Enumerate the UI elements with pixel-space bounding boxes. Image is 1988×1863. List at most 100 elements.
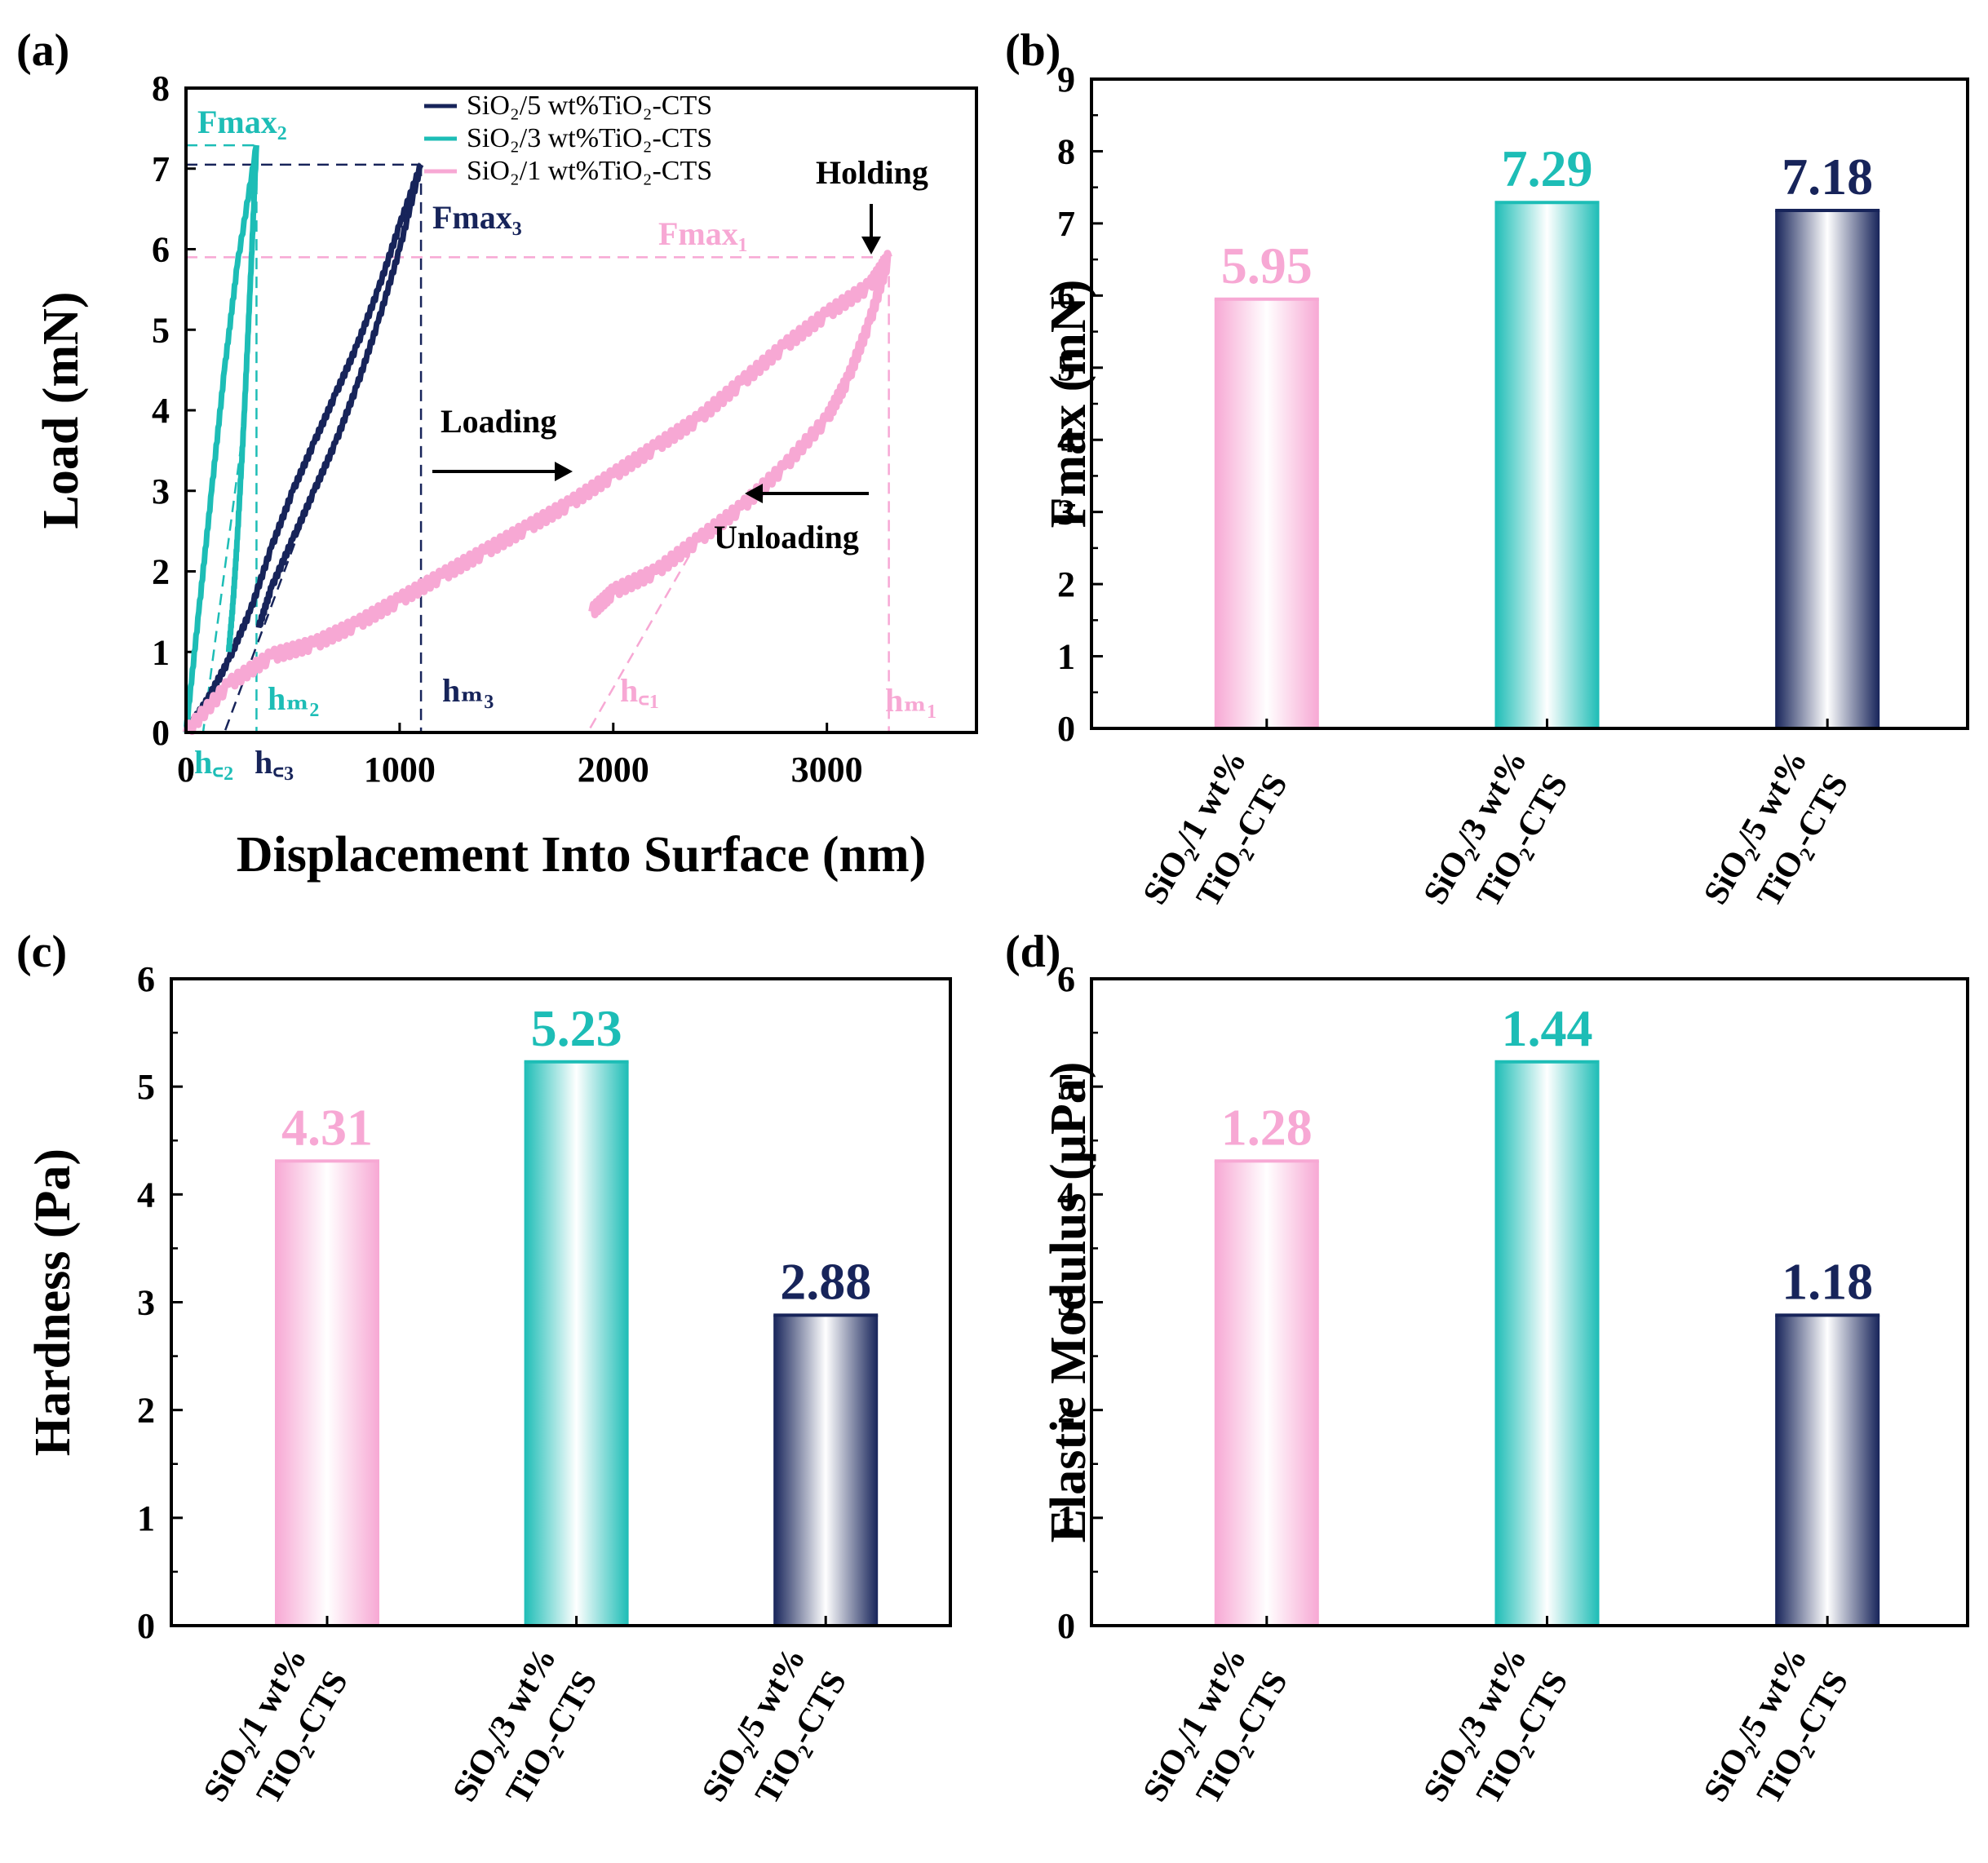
a-annotation-hc2: h꜀₂ bbox=[194, 744, 233, 781]
b-y-axis-title: Fmax (mN) bbox=[1041, 280, 1096, 529]
a-series-3-loading-line bbox=[182, 250, 892, 736]
a-series-1-loading-line bbox=[183, 162, 423, 734]
b-ytick-label: 9 bbox=[1057, 60, 1075, 100]
b-bar-2 bbox=[1494, 202, 1600, 729]
c-plot-frame bbox=[170, 977, 952, 1627]
c-category-label: SiO₂/5 wt%TiO₂-CTS bbox=[695, 1641, 854, 1811]
c-bar-value-label: 5.23 bbox=[531, 999, 622, 1057]
a-xtick-label: 3000 bbox=[791, 750, 863, 790]
b-ytick-label: 1 bbox=[1057, 637, 1075, 677]
a-xtick-label: 2000 bbox=[578, 750, 649, 790]
b-bar-3 bbox=[1775, 210, 1880, 729]
c-ytick-label: 6 bbox=[137, 959, 155, 999]
a-ytick-label: 5 bbox=[152, 310, 170, 350]
c-ytick-label: 1 bbox=[137, 1498, 155, 1538]
b-bar-value-label: 7.18 bbox=[1782, 148, 1873, 206]
a-annotation-hc1: h꜀₁ bbox=[620, 672, 659, 709]
a-annotation-hm3: hₘ₃ bbox=[442, 672, 494, 709]
c-ytick-label: 3 bbox=[137, 1283, 155, 1323]
a-legend-entry: SiO₂/1 wt%TiO₂-CTS bbox=[467, 156, 712, 186]
a-series-2-unloading-line bbox=[225, 144, 259, 653]
c-bar-3 bbox=[773, 1315, 879, 1626]
a-annotation-fmax3: Fmax₃ bbox=[432, 199, 522, 236]
d-bar-value-label: 1.28 bbox=[1221, 1098, 1313, 1156]
d-y-axis-title: Elastic Modulus (μPa) bbox=[1041, 1062, 1096, 1543]
a-ytick-label: 3 bbox=[152, 471, 170, 511]
b-ytick-label: 2 bbox=[1057, 564, 1075, 604]
d-category-label: SiO₂/1 wt%TiO₂-CTS bbox=[1136, 1641, 1295, 1811]
c-bar-1 bbox=[275, 1161, 379, 1626]
b-bar-1 bbox=[1214, 299, 1319, 728]
d-bar-1 bbox=[1214, 1161, 1319, 1626]
b-ytick-label: 8 bbox=[1057, 131, 1075, 171]
b-ytick-label: 6 bbox=[1057, 276, 1075, 316]
a-y-axis-title: Load (mN) bbox=[33, 291, 89, 529]
c-bar-2 bbox=[524, 1061, 629, 1626]
a-ytick-label: 4 bbox=[152, 391, 170, 431]
b-ytick-label: 7 bbox=[1057, 204, 1075, 244]
b-category-label: SiO₂/5 wt%TiO₂-CTS bbox=[1697, 744, 1856, 914]
a-annotation-hm2: hₘ₂ bbox=[268, 680, 319, 717]
d-ytick-label: 2 bbox=[1057, 1391, 1075, 1431]
a-xtick-label: 0 bbox=[177, 750, 195, 790]
a-xtick-label: 1000 bbox=[364, 750, 436, 790]
a-annotation-hc3: h꜀₃ bbox=[255, 744, 294, 781]
d-ytick-label: 4 bbox=[1057, 1175, 1075, 1215]
a-unloading-arrow-head bbox=[745, 484, 763, 503]
a-annotation-holding: Holding bbox=[816, 154, 928, 191]
b-plot-frame bbox=[1090, 77, 1969, 730]
b-category-label: SiO₂/3 wt%TiO₂-CTS bbox=[1416, 744, 1575, 914]
b-ytick-label: 0 bbox=[1057, 709, 1075, 749]
d-plot-frame bbox=[1090, 977, 1969, 1627]
d-ytick-label: 6 bbox=[1057, 959, 1075, 999]
a-annotation-fmax1: Fmax₁ bbox=[658, 215, 748, 252]
c-ytick-label: 2 bbox=[137, 1391, 155, 1431]
a-annotation-loading: Loading bbox=[441, 403, 556, 440]
b-ytick-label: 3 bbox=[1057, 493, 1075, 533]
a-loading-arrow-head bbox=[555, 462, 573, 481]
c-ytick-label: 0 bbox=[137, 1606, 155, 1646]
a-legend-entry: SiO₂/3 wt%TiO₂-CTS bbox=[467, 123, 712, 153]
a-ytick-label: 6 bbox=[152, 230, 170, 270]
a-ytick-label: 8 bbox=[152, 69, 170, 108]
d-ytick-label: 5 bbox=[1057, 1067, 1075, 1107]
a-series-3-unloading-line bbox=[588, 252, 892, 618]
b-ytick-label: 4 bbox=[1057, 420, 1075, 460]
c-category-label: SiO₂/1 wt%TiO₂-CTS bbox=[197, 1641, 356, 1811]
a-holding-arrow-head bbox=[861, 237, 881, 254]
a-annotation-unloading: Unloading bbox=[714, 519, 859, 555]
a-series-1-unloading-line bbox=[255, 163, 424, 629]
a-annotation-fmax2: Fmax₂ bbox=[197, 104, 287, 140]
d-bar-value-label: 1.18 bbox=[1782, 1252, 1873, 1310]
d-category-label: SiO₂/5 wt%TiO₂-CTS bbox=[1697, 1641, 1856, 1811]
a-ytick-label: 2 bbox=[152, 552, 170, 592]
b-ytick-label: 5 bbox=[1057, 348, 1075, 388]
d-ytick-label: 3 bbox=[1057, 1283, 1075, 1323]
a-ytick-label: 7 bbox=[152, 149, 170, 189]
a-ytick-label: 0 bbox=[152, 713, 170, 753]
c-y-axis-title: Hardness (Pa) bbox=[25, 1148, 81, 1456]
panel-label-d: (d) bbox=[1005, 927, 1060, 977]
a-legend-entry: SiO₂/5 wt%TiO₂-CTS bbox=[467, 91, 712, 121]
a-x-axis-title: Displacement Into Surface (nm) bbox=[237, 827, 927, 883]
d-ytick-label: 0 bbox=[1057, 1606, 1075, 1646]
a-plot-frame bbox=[184, 86, 978, 734]
c-bar-value-label: 4.31 bbox=[281, 1098, 373, 1156]
a-hc-guide bbox=[201, 426, 245, 733]
a-series-2-loading-line bbox=[183, 144, 259, 733]
d-bar-3 bbox=[1775, 1315, 1880, 1626]
a-ytick-label: 1 bbox=[152, 632, 170, 672]
panel-label-a: (a) bbox=[16, 25, 69, 76]
panel-label-c: (c) bbox=[16, 927, 67, 977]
d-bar-value-label: 1.44 bbox=[1501, 999, 1592, 1057]
panel-label-b: (b) bbox=[1005, 25, 1060, 76]
b-category-label: SiO₂/1 wt%TiO₂-CTS bbox=[1136, 744, 1295, 914]
c-ytick-label: 4 bbox=[137, 1175, 155, 1215]
a-annotation-hm1: hₘ₁ bbox=[885, 682, 936, 719]
b-bar-value-label: 7.29 bbox=[1501, 139, 1592, 197]
c-bar-value-label: 2.88 bbox=[780, 1252, 871, 1310]
c-ytick-label: 5 bbox=[137, 1067, 155, 1107]
c-category-label: SiO₂/3 wt%TiO₂-CTS bbox=[446, 1641, 605, 1811]
b-bar-value-label: 5.95 bbox=[1221, 237, 1313, 294]
